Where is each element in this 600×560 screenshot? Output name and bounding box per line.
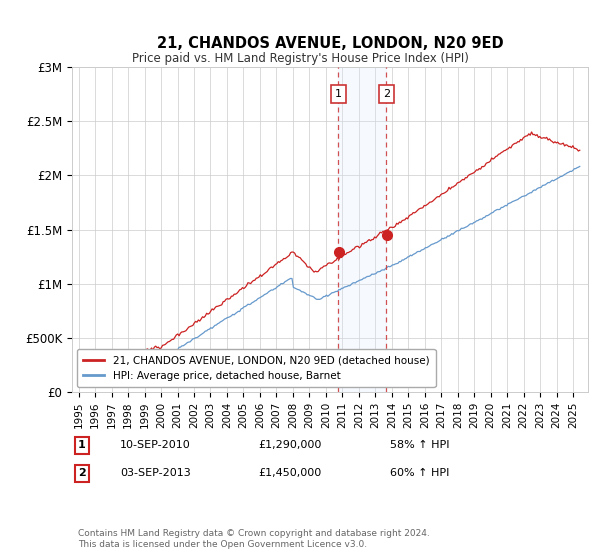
Text: 2: 2 xyxy=(78,468,86,478)
Text: 2: 2 xyxy=(383,89,390,99)
Bar xyxy=(338,67,386,392)
Text: 1: 1 xyxy=(335,89,342,99)
Legend: 21, CHANDOS AVENUE, LONDON, N20 9ED (detached house), HPI: Average price, detach: 21, CHANDOS AVENUE, LONDON, N20 9ED (det… xyxy=(77,349,436,387)
Text: 03-SEP-2013: 03-SEP-2013 xyxy=(120,468,191,478)
Text: £1,290,000: £1,290,000 xyxy=(258,440,322,450)
Text: 58% ↑ HPI: 58% ↑ HPI xyxy=(390,440,449,450)
Text: £1,450,000: £1,450,000 xyxy=(258,468,321,478)
Text: 10-SEP-2010: 10-SEP-2010 xyxy=(120,440,191,450)
Title: 21, CHANDOS AVENUE, LONDON, N20 9ED: 21, CHANDOS AVENUE, LONDON, N20 9ED xyxy=(157,36,503,51)
Text: 60% ↑ HPI: 60% ↑ HPI xyxy=(390,468,449,478)
Text: 1: 1 xyxy=(78,440,86,450)
Text: Contains HM Land Registry data © Crown copyright and database right 2024.
This d: Contains HM Land Registry data © Crown c… xyxy=(78,529,430,549)
Text: Price paid vs. HM Land Registry's House Price Index (HPI): Price paid vs. HM Land Registry's House … xyxy=(131,52,469,66)
